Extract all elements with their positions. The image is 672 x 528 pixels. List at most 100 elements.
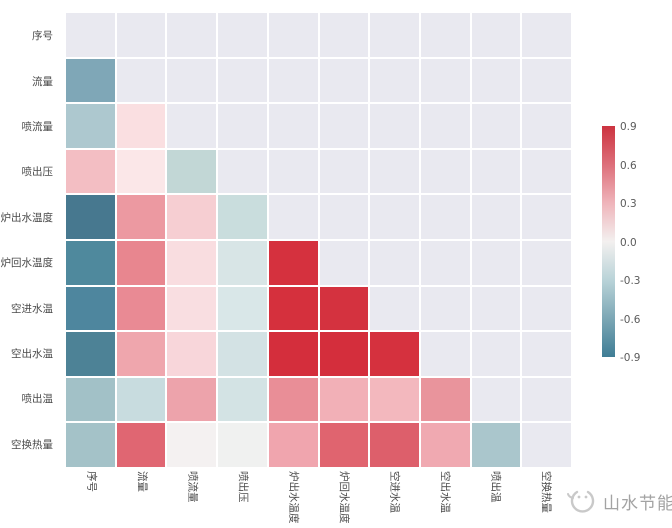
y-axis-labels: 序号 流量 喷流量 喷出压 炉出水温度 炉回水温度 空进水温 空出水温 喷出温 空换热量 [0,13,60,467]
heatmap-cell [522,240,571,285]
colorbar-tick-label: 0.9 [620,121,637,133]
heatmap-cell [370,377,419,422]
heatmap-cell [167,149,217,194]
heatmap-cell [66,377,115,422]
heatmap-cell [218,195,267,239]
heatmap-cell [319,149,369,194]
heatmap-cell [370,13,419,57]
heatmap-cell [522,377,571,422]
heatmap-cell [66,423,115,467]
heatmap-cell [116,195,166,239]
heatmap-cell [167,195,217,239]
heatmap-cell [471,149,521,194]
x-tick-label: 炉出水温度 [287,471,300,524]
heatmap-cell [218,240,267,285]
heatmap-cell [370,149,419,194]
heatmap-cell [66,58,115,103]
heatmap-cell [471,377,521,422]
heatmap-cell [218,332,267,376]
heatmap-cell [268,332,318,376]
colorbar-tick-label: -0.6 [620,313,641,326]
heatmap-cell [116,286,166,331]
heatmap-cell [268,377,318,422]
colorbar-tick-label: 0.0 [620,236,637,249]
y-tick-label: 喷出压 [21,166,54,179]
y-tick-label: 炉回水温度 [0,257,54,270]
y-tick-label: 炉出水温度 [0,211,54,224]
heatmap-cell [116,149,166,194]
heatmap-cell [116,104,166,148]
heatmap-cell [471,240,521,285]
heatmap-cell [522,58,571,103]
heatmap-cell [167,286,217,331]
heatmap-cell [420,195,470,239]
heatmap-cell [66,240,115,285]
heatmap-cell [420,377,470,422]
heatmap-cell [116,377,166,422]
y-tick-label: 空换热量 [11,438,53,451]
y-tick-label: 喷出温 [21,393,54,406]
heatmap-cell [167,58,217,103]
heatmap-cell [522,149,571,194]
x-axis-labels: 序号 流量 喷流量 喷出压 炉出水温度 炉回水温度 空进水温 空出水温 喷出温 空换热量 [66,471,571,528]
heatmap-cell [268,240,318,285]
heatmap-cell [370,423,419,467]
x-tick-label: 喷流量 [186,471,199,503]
colorbar-tick-labels: 0.9 0.6 0.3 0.0 -0.3 -0.6 -0.9 [620,121,660,364]
heatmap-cell [66,149,115,194]
heatmap-cell [420,58,470,103]
heatmap-cell [116,423,166,467]
colorbar-tick-label: 0.3 [620,198,637,210]
heatmap-cell [167,13,217,57]
heatmap-cell [522,104,571,148]
heatmap-cell [218,149,267,194]
heatmap-cell [218,104,267,148]
x-tick-label: 喷出压 [237,471,249,503]
heatmap-cell [420,423,470,467]
heatmap-cell [319,332,369,376]
heatmap-cell [167,332,217,376]
heatmap-cell [522,13,571,57]
heatmap-cell [319,377,369,422]
heatmap-cell [319,104,369,148]
heatmap-cell [471,286,521,331]
heatmap-cell [370,332,419,376]
heatmap-cell [218,286,267,331]
heatmap-cell [370,58,419,103]
heatmap-cell [420,13,470,57]
y-tick-label: 序号 [32,30,53,43]
heatmap-cell [167,377,217,422]
heatmap-cell [471,332,521,376]
heatmap-cell [268,13,318,57]
y-tick-label: 空进水温 [11,302,53,315]
heatmap-cell [66,286,115,331]
heatmap-cell [268,149,318,194]
heatmap-cell [522,195,571,239]
heatmap-cell [218,13,267,57]
heatmap-cell [167,240,217,285]
heatmap-cell [522,332,571,376]
heatmap-cell [471,13,521,57]
heatmap-cell [370,286,419,331]
heatmap-cell [218,377,267,422]
colorbar-gradient [602,126,615,357]
heatmap-cell [116,240,166,285]
colorbar-tick-label: 0.6 [620,159,637,172]
colorbar-tick-label: -0.9 [620,352,641,364]
x-tick-label: 炉回水温度 [338,471,350,524]
heatmap-cell [218,58,267,103]
heatmap-cell [268,195,318,239]
heatmap-cell [167,104,217,148]
heatmap-cell [471,423,521,467]
heatmap-cell [116,332,166,376]
colorbar-tick-label: -0.3 [620,275,641,287]
correlation-heatmap [66,13,571,467]
heatmap-cell [268,423,318,467]
heatmap-cell [319,195,369,239]
watermark-logo-icon [567,490,595,513]
heatmap-cell [66,195,115,239]
heatmap-cell [420,149,470,194]
heatmap-cell [522,286,571,331]
heatmap-cell [268,286,318,331]
heatmap-cell [319,286,369,331]
